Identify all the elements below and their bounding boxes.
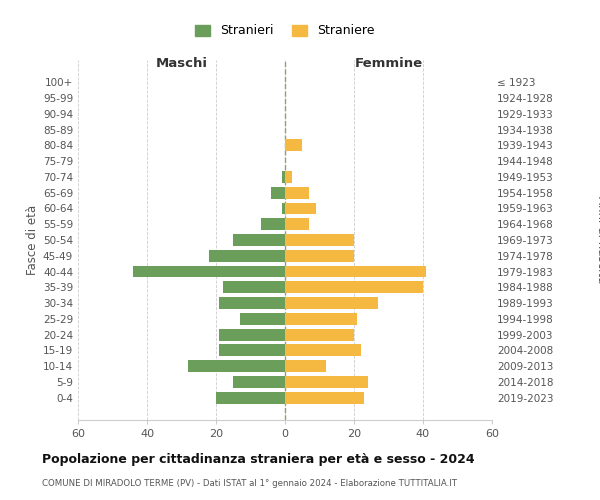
Text: COMUNE DI MIRADOLO TERME (PV) - Dati ISTAT al 1° gennaio 2024 - Elaborazione TUT: COMUNE DI MIRADOLO TERME (PV) - Dati IST… bbox=[42, 478, 457, 488]
Bar bbox=[220, 297, 285, 309]
Bar bbox=[285, 266, 427, 278]
Bar bbox=[233, 376, 285, 388]
Y-axis label: Fasce di età: Fasce di età bbox=[26, 205, 39, 275]
Text: Femmine: Femmine bbox=[355, 56, 422, 70]
Bar bbox=[220, 328, 285, 340]
Bar bbox=[285, 344, 361, 356]
Legend: Stranieri, Straniere: Stranieri, Straniere bbox=[190, 20, 380, 42]
Bar bbox=[285, 250, 354, 262]
Bar bbox=[209, 250, 285, 262]
Bar bbox=[285, 297, 378, 309]
Bar bbox=[285, 140, 302, 151]
Bar bbox=[285, 202, 316, 214]
Bar bbox=[281, 202, 285, 214]
Bar bbox=[285, 187, 309, 198]
Bar bbox=[223, 282, 285, 293]
Bar bbox=[285, 392, 364, 404]
Y-axis label: Anni di nascita: Anni di nascita bbox=[595, 196, 600, 284]
Bar bbox=[285, 328, 354, 340]
Bar bbox=[285, 282, 423, 293]
Bar bbox=[220, 344, 285, 356]
Bar bbox=[261, 218, 285, 230]
Text: Popolazione per cittadinanza straniera per età e sesso - 2024: Popolazione per cittadinanza straniera p… bbox=[42, 452, 475, 466]
Bar bbox=[285, 218, 309, 230]
Bar bbox=[285, 171, 292, 183]
Bar bbox=[133, 266, 285, 278]
Bar bbox=[188, 360, 285, 372]
Bar bbox=[271, 187, 285, 198]
Bar bbox=[285, 234, 354, 246]
Bar bbox=[285, 376, 368, 388]
Bar bbox=[240, 313, 285, 325]
Bar bbox=[281, 171, 285, 183]
Bar bbox=[285, 313, 358, 325]
Text: Maschi: Maschi bbox=[155, 56, 208, 70]
Bar bbox=[285, 360, 326, 372]
Bar bbox=[216, 392, 285, 404]
Bar bbox=[233, 234, 285, 246]
